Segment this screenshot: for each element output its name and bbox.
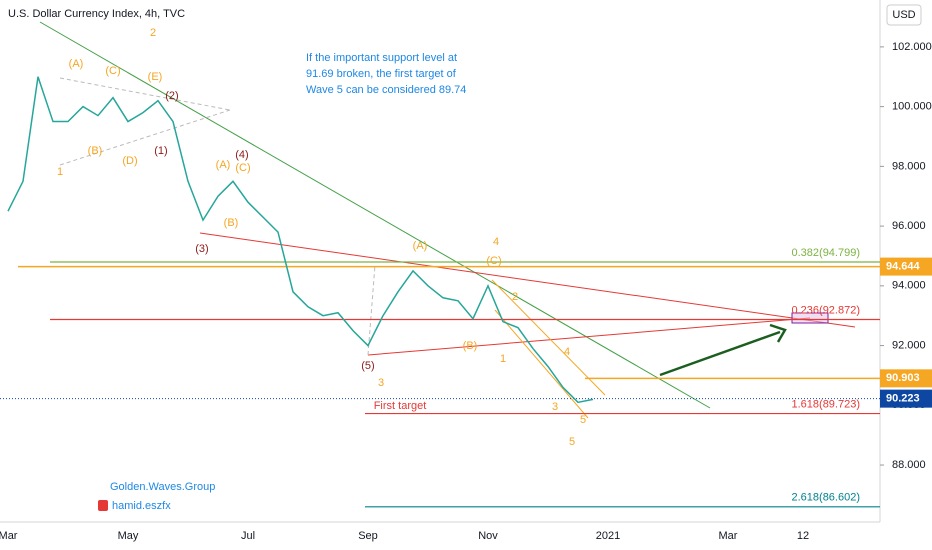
wave-label: (5) bbox=[361, 360, 374, 372]
wave-label: 4 bbox=[564, 346, 570, 358]
target-arrow bbox=[659, 330, 781, 377]
wave-label: (E) bbox=[148, 71, 163, 83]
wave-label: First target bbox=[374, 400, 427, 412]
wave-label: (C) bbox=[105, 65, 120, 77]
wave-label: 4 bbox=[493, 236, 499, 248]
x-tick-label: Jul bbox=[241, 530, 255, 542]
wave-label: (A) bbox=[69, 58, 84, 70]
note: If the important support level at bbox=[306, 52, 457, 64]
wave-label: (A) bbox=[216, 159, 231, 171]
wave-label: 1 bbox=[500, 353, 506, 365]
credit: hamid.eszfx bbox=[112, 500, 171, 512]
triangle-line bbox=[59, 109, 231, 166]
wave-label: 5 bbox=[569, 436, 575, 448]
fib-label: 0.236(92.872) bbox=[792, 304, 861, 316]
credit-icon bbox=[98, 500, 108, 511]
fib-label: 1.618(89.723) bbox=[792, 398, 861, 410]
x-tick-label: Mar bbox=[719, 530, 738, 542]
chart-title: U.S. Dollar Currency Index, 4h, TVC bbox=[8, 8, 185, 20]
marks: 0.382(94.799) 0.236(92.872) 1.618(89.723) 2… bbox=[0, 76, 880, 508]
x-tick-label: May bbox=[118, 530, 139, 542]
price-tag bbox=[880, 369, 932, 388]
y-tick-label: 98.000 bbox=[892, 160, 926, 172]
x-tick-label: 12 bbox=[797, 530, 809, 542]
wave-label: (2) bbox=[165, 90, 178, 102]
channel-line bbox=[491, 279, 606, 396]
wave-label: (3) bbox=[195, 243, 208, 255]
note: Wave 5 can be considered 89.74 bbox=[306, 84, 466, 96]
target-box bbox=[791, 312, 829, 324]
wave-label: 3 bbox=[378, 377, 384, 389]
wave-label: 5 bbox=[580, 414, 586, 426]
wave-label: (1) bbox=[154, 145, 167, 157]
wave-label: 2 bbox=[150, 27, 156, 39]
fib-label: 0.382(94.799) bbox=[792, 247, 861, 259]
wave-label: (4) bbox=[235, 149, 248, 161]
fib-label: 2.618(86.602) bbox=[792, 492, 861, 504]
x-tick-label: Mar bbox=[0, 530, 18, 542]
wave-label: (B) bbox=[463, 340, 478, 352]
wave-label: 1 bbox=[57, 166, 63, 178]
wave-label: 2 bbox=[512, 291, 518, 303]
price-line bbox=[7, 76, 594, 404]
y-tick-label: 102.000 bbox=[892, 41, 932, 53]
wave-label: (D) bbox=[122, 155, 137, 167]
target-arrow-head bbox=[769, 323, 787, 343]
wave-label: (C) bbox=[235, 162, 250, 174]
trend-line bbox=[199, 232, 856, 328]
credit: Golden.Waves.Group bbox=[110, 481, 215, 493]
channel-line bbox=[494, 309, 589, 419]
trend-line bbox=[39, 21, 711, 409]
price-tag-label: 90.223 bbox=[886, 393, 920, 405]
price-tag bbox=[880, 389, 932, 408]
wave-label: (A) bbox=[413, 240, 428, 252]
wave-label: (C) bbox=[486, 255, 501, 267]
y-tick-label: 100.000 bbox=[892, 101, 932, 113]
trend-line bbox=[367, 317, 811, 356]
price-tag-label: 90.903 bbox=[886, 372, 920, 384]
wave-label: (B) bbox=[88, 145, 103, 157]
wave-label: 3 bbox=[552, 401, 558, 413]
price-tag bbox=[880, 257, 932, 276]
wave-line bbox=[367, 264, 376, 356]
currency: USD bbox=[892, 9, 915, 21]
triangle-line bbox=[59, 77, 231, 111]
price-tag-label: 94.644 bbox=[886, 261, 921, 273]
y-tick-label: 96.000 bbox=[892, 220, 926, 232]
x-tick-label: Nov bbox=[478, 530, 498, 542]
y-tick-label: 88.000 bbox=[892, 459, 926, 471]
currency-box bbox=[886, 4, 922, 26]
wave-label: (B) bbox=[224, 217, 239, 229]
note: 91.69 broken, the first target of bbox=[306, 68, 457, 80]
x-tick-label: Sep bbox=[358, 530, 378, 542]
x-tick-label: 2021 bbox=[596, 530, 620, 542]
y-tick-label: 94.000 bbox=[892, 280, 926, 292]
y-tick-label: 92.000 bbox=[892, 339, 926, 351]
